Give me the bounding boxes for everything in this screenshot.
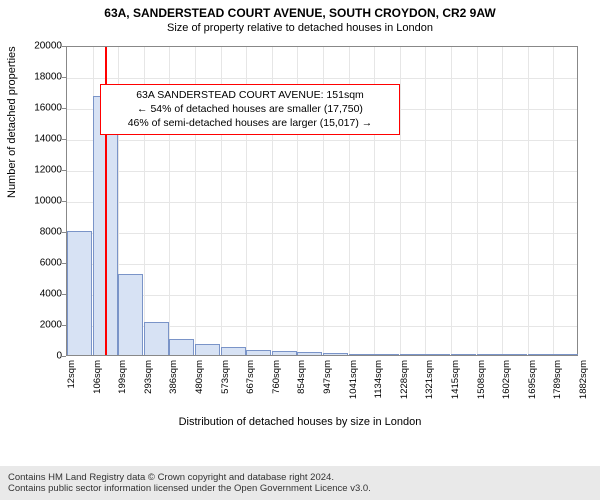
x-tick-label: 667sqm: [245, 360, 256, 415]
histogram-bar: [349, 354, 374, 355]
histogram-bar: [67, 231, 92, 355]
x-tick-label: 293sqm: [143, 360, 154, 415]
footer-line1: Contains HM Land Registry data © Crown c…: [8, 472, 592, 483]
x-tick-label: 854sqm: [296, 360, 307, 415]
callout-line2: ← 54% of detached houses are smaller (17…: [107, 102, 393, 116]
x-tick-label: 1321sqm: [424, 360, 435, 415]
callout-line3: 46% of semi-detached houses are larger (…: [107, 116, 393, 130]
histogram-bar: [297, 352, 322, 355]
chart-title: 63A, SANDERSTEAD COURT AVENUE, SOUTH CRO…: [0, 0, 600, 20]
histogram-bar: [502, 354, 527, 355]
x-tick-label: 947sqm: [322, 360, 333, 415]
histogram-bar: [144, 322, 169, 355]
y-tick-label: 10000: [22, 196, 62, 207]
callout-line1: 63A SANDERSTEAD COURT AVENUE: 151sqm: [107, 88, 393, 102]
x-tick-label: 1695sqm: [527, 360, 538, 415]
histogram-bar: [118, 274, 143, 355]
y-tick-label: 4000: [22, 289, 62, 300]
x-tick-label: 1789sqm: [552, 360, 563, 415]
chart-subtitle: Size of property relative to detached ho…: [0, 20, 600, 38]
callout-box: 63A SANDERSTEAD COURT AVENUE: 151sqm ← 5…: [100, 84, 400, 135]
y-tick-label: 16000: [22, 103, 62, 114]
x-tick-label: 1228sqm: [399, 360, 410, 415]
y-tick-label: 12000: [22, 165, 62, 176]
histogram-bar: [221, 347, 246, 355]
x-tick-label: 1602sqm: [501, 360, 512, 415]
histogram-bar: [323, 353, 348, 355]
histogram-bar: [477, 354, 502, 355]
x-tick-label: 386sqm: [168, 360, 179, 415]
y-tick-label: 2000: [22, 320, 62, 331]
y-tick-label: 8000: [22, 227, 62, 238]
x-tick-label: 199sqm: [117, 360, 128, 415]
histogram-bar: [451, 354, 476, 355]
y-tick-label: 18000: [22, 72, 62, 83]
histogram-bar: [195, 344, 220, 355]
y-tick-label: 20000: [22, 41, 62, 52]
x-tick-label: 106sqm: [92, 360, 103, 415]
x-tick-label: 1508sqm: [476, 360, 487, 415]
y-tick-label: 0: [22, 351, 62, 362]
y-axis-label: Number of detached properties: [6, 46, 18, 198]
histogram-bar: [272, 351, 297, 355]
y-tick-label: 14000: [22, 134, 62, 145]
footer-line2: Contains public sector information licen…: [8, 483, 592, 494]
x-tick-label: 1415sqm: [450, 360, 461, 415]
chart-area: Number of detached properties 0 2000 4000 6…: [0, 38, 600, 430]
histogram-bar: [553, 354, 578, 355]
x-tick-label: 573sqm: [220, 360, 231, 415]
histogram-bar: [169, 339, 194, 355]
footer: Contains HM Land Registry data © Crown c…: [0, 466, 600, 500]
histogram-bar: [400, 354, 425, 355]
histogram-bar: [374, 354, 399, 355]
y-tick-label: 6000: [22, 258, 62, 269]
x-tick-label: 1041sqm: [348, 360, 359, 415]
x-tick-label: 1882sqm: [578, 360, 589, 415]
histogram-bar: [246, 350, 271, 355]
x-tick-label: 12sqm: [66, 360, 77, 415]
x-tick-label: 1134sqm: [373, 360, 384, 415]
x-tick-label: 760sqm: [271, 360, 282, 415]
histogram-bar: [425, 354, 450, 355]
x-axis-label: Distribution of detached houses by size …: [0, 416, 600, 428]
histogram-bar: [528, 354, 553, 355]
x-tick-label: 480sqm: [194, 360, 205, 415]
